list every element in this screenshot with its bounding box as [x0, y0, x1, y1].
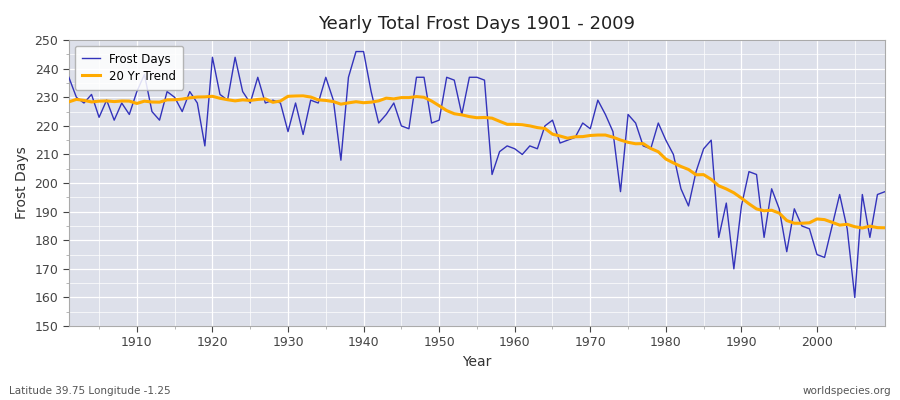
Frost Days	[517, 152, 527, 157]
20 Yr Trend	[124, 99, 135, 104]
Line: 20 Yr Trend: 20 Yr Trend	[68, 96, 885, 228]
Frost Days	[124, 112, 135, 117]
20 Yr Trend	[343, 100, 354, 105]
20 Yr Trend	[879, 225, 890, 230]
Frost Days	[290, 101, 301, 106]
X-axis label: Year: Year	[463, 355, 491, 369]
Frost Days	[63, 75, 74, 80]
20 Yr Trend	[509, 122, 520, 127]
20 Yr Trend	[517, 122, 527, 127]
Frost Days	[608, 129, 618, 134]
20 Yr Trend	[63, 100, 74, 104]
20 Yr Trend	[298, 94, 309, 98]
20 Yr Trend	[608, 135, 618, 140]
20 Yr Trend	[857, 226, 868, 230]
Y-axis label: Frost Days: Frost Days	[15, 147, 29, 220]
20 Yr Trend	[290, 94, 301, 98]
Legend: Frost Days, 20 Yr Trend: Frost Days, 20 Yr Trend	[75, 46, 183, 90]
Frost Days	[850, 295, 860, 300]
Frost Days	[336, 158, 346, 162]
Text: Latitude 39.75 Longitude -1.25: Latitude 39.75 Longitude -1.25	[9, 386, 171, 396]
Frost Days	[509, 146, 520, 151]
Frost Days	[351, 49, 362, 54]
Title: Yearly Total Frost Days 1901 - 2009: Yearly Total Frost Days 1901 - 2009	[319, 15, 635, 33]
Line: Frost Days: Frost Days	[68, 52, 885, 298]
Frost Days	[879, 189, 890, 194]
Text: worldspecies.org: worldspecies.org	[803, 386, 891, 396]
